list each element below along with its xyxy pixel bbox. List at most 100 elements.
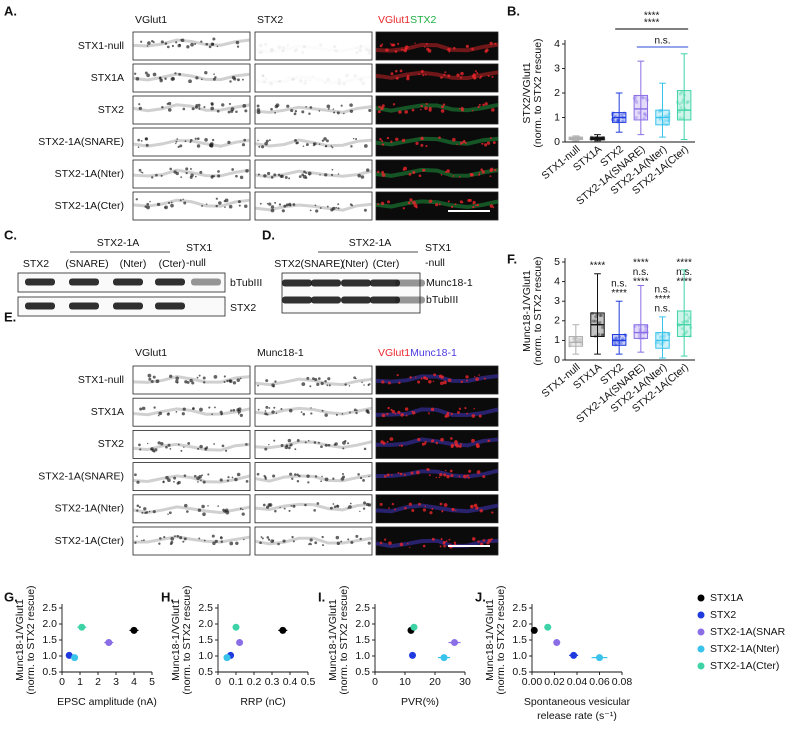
puncta (384, 475, 387, 478)
dendrite (132, 38, 251, 48)
puncta (200, 40, 203, 43)
puncta (162, 480, 165, 483)
puncta (198, 107, 201, 110)
puncta (352, 137, 355, 140)
puncta (400, 48, 403, 51)
puncta (394, 69, 398, 73)
puncta (205, 446, 209, 449)
merge-header-part: STX2 (410, 14, 436, 26)
puncta (418, 502, 421, 506)
puncta (319, 207, 322, 209)
puncta (377, 170, 380, 174)
jitter-dot (665, 119, 670, 123)
puncta (380, 106, 384, 111)
puncta (147, 41, 151, 45)
x-tick-label: 0 (59, 676, 65, 688)
band (370, 296, 400, 304)
puncta (327, 107, 330, 110)
puncta (281, 46, 286, 50)
puncta (489, 41, 493, 45)
puncta (289, 444, 291, 447)
puncta (155, 173, 158, 177)
x-tick-label: 30 (459, 676, 471, 688)
puncta (362, 507, 366, 510)
jitter-dot (619, 341, 623, 345)
puncta (444, 415, 448, 418)
puncta (140, 40, 143, 43)
puncta (316, 502, 320, 505)
puncta (283, 204, 287, 208)
band (155, 302, 185, 310)
puncta (390, 408, 393, 412)
puncta (259, 202, 262, 205)
puncta (229, 541, 234, 546)
puncta (358, 48, 362, 53)
puncta (282, 539, 286, 543)
puncta (309, 209, 312, 212)
row-label: STX2-1A(Cter) (55, 535, 124, 547)
micrograph (254, 31, 373, 61)
puncta (184, 503, 188, 508)
puncta (178, 72, 182, 76)
point (232, 623, 240, 631)
micrograph (375, 365, 499, 395)
lane-label: (SNARE) (65, 258, 108, 270)
puncta (319, 43, 323, 47)
puncta (200, 479, 202, 482)
puncta (337, 207, 340, 210)
puncta (173, 535, 176, 538)
micrograph (132, 159, 251, 189)
puncta (196, 376, 199, 379)
puncta (455, 509, 457, 512)
puncta (270, 48, 274, 53)
puncta (239, 175, 244, 180)
row-label: STX2-1A(Cter) (55, 200, 124, 212)
puncta (273, 439, 276, 442)
puncta (147, 373, 152, 378)
puncta (435, 441, 439, 445)
merge-header: VGlut1STX2 (378, 14, 437, 26)
band-label: bTubIII (230, 277, 262, 289)
puncta (136, 480, 140, 484)
puncta (145, 511, 149, 514)
puncta (277, 80, 280, 83)
puncta (487, 74, 490, 77)
x-tick-label: 0.04 (567, 676, 588, 688)
puncta (164, 206, 167, 209)
jitter-dot (663, 118, 667, 123)
puncta (404, 407, 409, 411)
puncta (388, 507, 390, 509)
point (544, 623, 552, 631)
puncta (390, 72, 394, 76)
puncta (305, 143, 309, 147)
puncta (326, 77, 330, 82)
significance: n.s. (676, 267, 692, 278)
puncta (368, 475, 370, 478)
puncta (307, 171, 312, 176)
band (113, 278, 143, 286)
micrograph (132, 95, 251, 125)
puncta (217, 170, 220, 173)
puncta (446, 169, 450, 173)
puncta (200, 78, 203, 81)
puncta (397, 42, 400, 45)
puncta (261, 537, 264, 540)
puncta (387, 200, 390, 204)
band (341, 279, 371, 287)
puncta (256, 108, 261, 112)
puncta (285, 444, 289, 448)
band-label: Munc18-1 (426, 277, 473, 289)
puncta (146, 45, 149, 47)
column-header: STX2 (257, 14, 283, 26)
puncta (440, 437, 444, 442)
puncta (287, 446, 291, 450)
puncta (189, 175, 193, 179)
puncta (381, 380, 385, 384)
puncta (238, 407, 242, 411)
jitter-dot (680, 90, 684, 94)
puncta (205, 203, 208, 205)
puncta (152, 510, 156, 514)
puncta (161, 106, 164, 109)
puncta (381, 173, 386, 177)
puncta (489, 204, 494, 208)
